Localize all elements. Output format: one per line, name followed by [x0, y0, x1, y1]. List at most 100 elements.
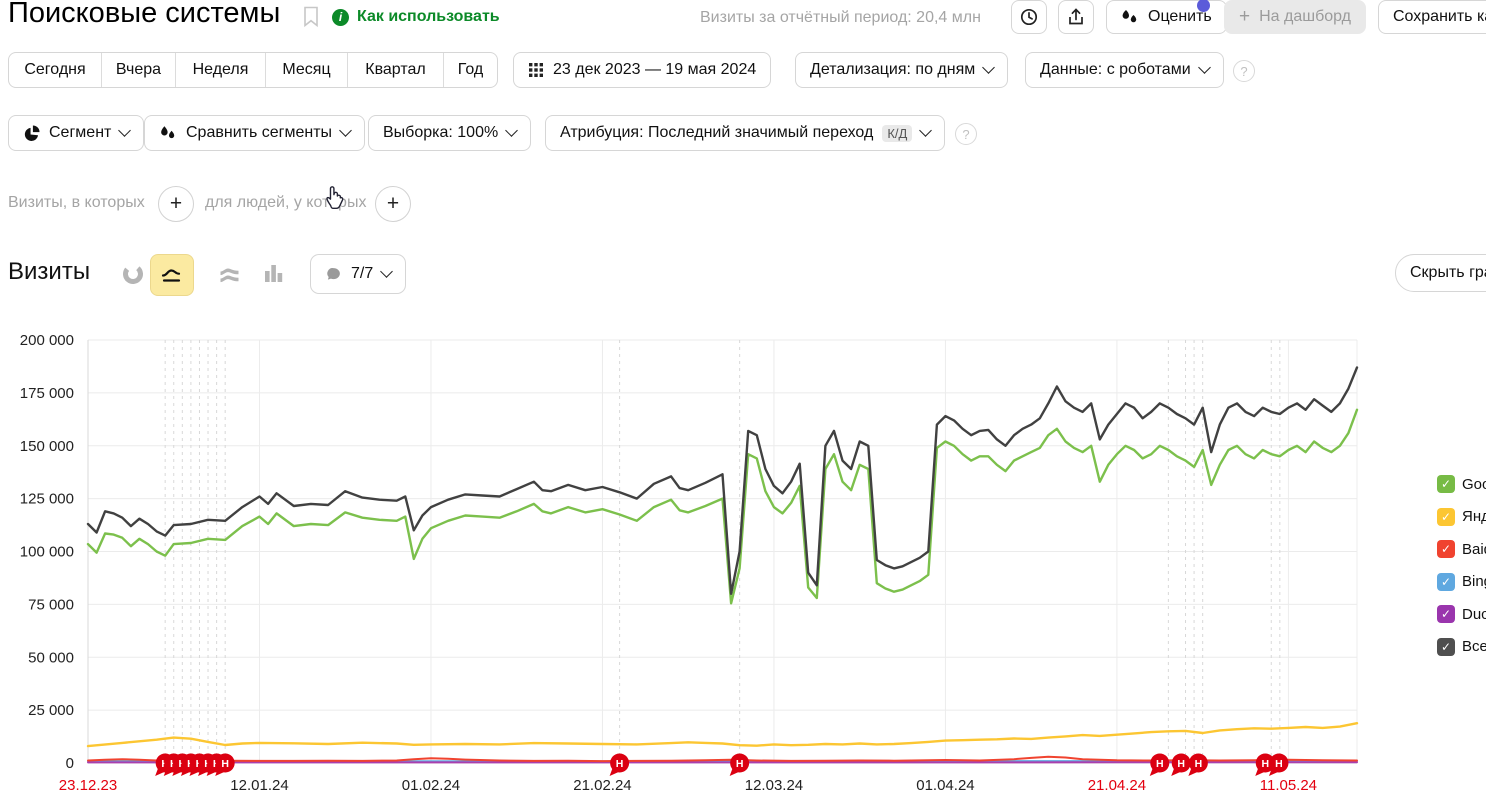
chevron-down-icon — [339, 124, 352, 137]
annotation-marker-letter: Н — [616, 758, 624, 770]
y-tick-label: 100 000 — [20, 544, 74, 561]
x-tick-label: 23.12.23 — [59, 777, 117, 794]
annotation-marker-tail — [163, 768, 173, 776]
total-checkbox[interactable]: ✓ — [1437, 637, 1455, 656]
y-grid: 0 25 000 50 000 75 000 100 000 125 000 150 000… — [20, 333, 1357, 772]
annotation-markers[interactable]: ННННННННННННННН — [155, 753, 1289, 777]
compare-segments-dropdown[interactable]: Сравнить сегменты — [144, 115, 366, 151]
x-grid — [87, 340, 1358, 763]
stacked-area-icon — [220, 268, 238, 283]
annotation-marker[interactable] — [1171, 753, 1191, 773]
annotation-marker-tail — [206, 768, 216, 776]
date-range-picker[interactable]: 23 дек 2023 — 19 мая 2024 — [513, 52, 772, 88]
legend-item-google[interactable]: ✓ Google — [1437, 475, 1486, 493]
annotation-marker-letter: Н — [1177, 758, 1185, 770]
duckduckgo-checkbox[interactable]: ✓ — [1437, 605, 1455, 623]
annotation-marker-tail — [189, 768, 199, 776]
preset-month[interactable]: Месяц — [265, 53, 347, 87]
legend-label: DuckDuckGo — [1462, 605, 1486, 623]
help-icon[interactable]: ? — [955, 123, 977, 145]
bookmark-icon[interactable] — [302, 6, 320, 28]
legend-label: Google — [1462, 475, 1486, 493]
preset-today[interactable]: Сегодня — [24, 61, 86, 78]
chevron-down-icon — [1197, 61, 1211, 74]
legend-label: Bing — [1462, 573, 1486, 590]
chart-type-line-button[interactable] — [150, 254, 194, 296]
sampling-dropdown[interactable]: Выборка: 100% — [368, 115, 532, 151]
y-tick-label: 75 000 — [28, 596, 74, 613]
holiday-gridlines — [164, 340, 1281, 763]
annotation-marker-letter: Н — [221, 758, 229, 770]
hide-chart-button[interactable]: Скрыть график — [1395, 254, 1486, 292]
add-visits-filter-button[interactable]: + — [158, 186, 194, 222]
compare-drops-icon — [161, 125, 175, 138]
chart-type-bar-button[interactable] — [252, 254, 294, 294]
y-tick-label: 175 000 — [20, 385, 74, 402]
attribution-dropdown[interactable]: Атрибуция: Последний значимый переход К/… — [545, 115, 946, 151]
plus-icon: + — [169, 192, 183, 215]
google-checkbox[interactable]: ✓ — [1437, 475, 1455, 493]
period-presets: Сегодня Вчера Неделя Месяц Квартал Год — [8, 52, 498, 88]
annotation-marker[interactable] — [215, 753, 235, 773]
yandex-checkbox[interactable]: ✓ — [1437, 507, 1455, 526]
x-tick-label: 12.03.24 — [745, 777, 803, 794]
plus-icon: + — [1239, 6, 1251, 27]
plus-icon: + — [386, 192, 400, 215]
legend-item-baidu[interactable]: ✓ Baidu — [1437, 540, 1486, 558]
x-tick-label: 12.01.24 — [230, 777, 288, 794]
add-to-dashboard-button[interactable]: + На дашборд — [1224, 0, 1367, 34]
y-tick-label: 150 000 — [20, 438, 74, 455]
legend-item-total[interactable]: ✓ Всего — [1437, 637, 1486, 656]
notification-dot — [1197, 0, 1210, 12]
chart-type-pie-button[interactable] — [112, 254, 154, 294]
annotation-marker-letter: Н — [1275, 758, 1283, 770]
y-tick-label: 200 000 — [20, 333, 74, 349]
annotation-marker[interactable] — [1269, 753, 1289, 773]
annotation-marker-letter: Н — [1156, 758, 1164, 770]
y-tick-label: 125 000 — [20, 491, 74, 508]
bar-chart-icon — [264, 265, 282, 282]
annotation-marker[interactable] — [1255, 753, 1275, 773]
preset-year[interactable]: Год — [443, 53, 497, 87]
preset-quarter[interactable]: Квартал — [347, 53, 443, 87]
data-mode-dropdown[interactable]: Данные: с роботами — [1025, 52, 1224, 88]
calendar-grid-icon — [529, 63, 543, 77]
line-chart-icon — [161, 269, 181, 282]
add-people-filter-button[interactable]: + — [375, 186, 411, 222]
legend-item-duckduckgo[interactable]: ✓ DuckDuckGo — [1437, 605, 1486, 623]
series-yandex — [86, 722, 1359, 748]
legend-item-bing[interactable]: ✓ Bing — [1437, 572, 1486, 591]
x-tick-label: 01.04.24 — [916, 777, 974, 794]
detail-dropdown[interactable]: Детализация: по дням — [795, 52, 1009, 88]
help-icon[interactable]: ? — [1233, 60, 1255, 82]
segment-dropdown[interactable]: Сегмент — [8, 115, 145, 151]
chevron-down-icon — [919, 124, 933, 137]
annotation-marker[interactable] — [1150, 753, 1170, 773]
annotations-dropdown[interactable]: 7/7 — [310, 254, 407, 294]
legend-label: Яндекс — [1462, 508, 1486, 525]
history-button[interactable] — [1011, 0, 1047, 34]
annotation-marker-tail — [172, 768, 182, 776]
how-to-use-link[interactable]: i Как использовать — [332, 8, 500, 26]
preset-yesterday[interactable]: Вчера — [101, 53, 175, 87]
annotation-marker[interactable] — [1188, 753, 1208, 773]
save-as-button[interactable]: Сохранить как — [1378, 0, 1486, 34]
bing-checkbox[interactable]: ✓ — [1437, 572, 1455, 591]
visits-filter-label: Визиты, в которых — [8, 194, 145, 211]
chevron-down-icon — [118, 124, 132, 137]
legend-label: Baidu — [1462, 540, 1486, 558]
baidu-checkbox[interactable]: ✓ — [1437, 540, 1455, 558]
annotation-marker-tail — [215, 768, 225, 776]
rate-button[interactable]: Оценить — [1106, 0, 1227, 34]
donut-chart-icon — [123, 264, 143, 284]
annotation-marker[interactable] — [730, 753, 750, 773]
legend-item-yandex[interactable]: ✓ Яндекс — [1437, 507, 1486, 526]
annotation-marker[interactable] — [610, 753, 630, 773]
x-tick-label: 21.04.24 — [1088, 777, 1146, 794]
export-button[interactable] — [1058, 0, 1094, 34]
preset-week[interactable]: Неделя — [175, 53, 265, 87]
chart-type-area-button[interactable] — [208, 254, 250, 294]
feedback-icon — [1122, 10, 1137, 23]
annotation-marker-tail — [609, 768, 619, 776]
